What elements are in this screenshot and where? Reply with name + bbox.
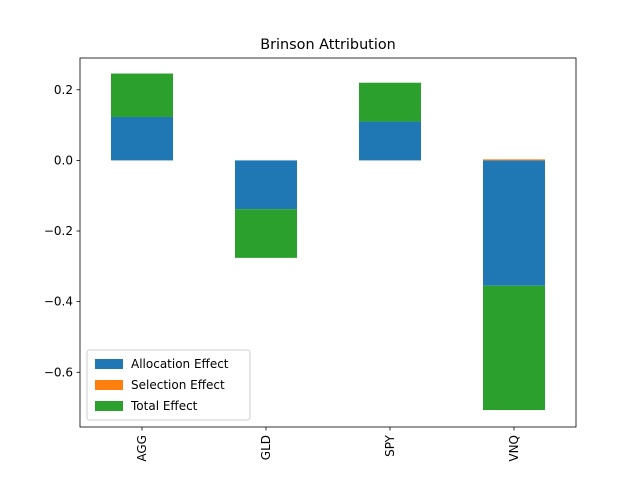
x-tick-label: VNQ	[507, 435, 521, 462]
x-tick-label: AGG	[135, 435, 149, 462]
y-tick-label: 0.0	[54, 153, 73, 167]
axes-layer: 0.2 0.0 −0.2 −0.4 −0.6 AGG GLD SPY VNQ	[44, 57, 577, 462]
bars-layer	[111, 73, 545, 411]
chart-title: Brinson Attribution	[260, 37, 396, 53]
bar-spy-series-2	[359, 82, 421, 122]
legend-label-1: Selection Effect	[131, 378, 225, 392]
legend-box	[86, 349, 251, 421]
legend-swatch-1	[95, 380, 123, 390]
y-tick-label: 0.2	[54, 83, 73, 97]
bar-gld-series-2	[235, 209, 297, 258]
bar-vnq-series-1	[483, 159, 545, 161]
plot-frame	[79, 57, 577, 428]
bar-gld-series-0	[235, 160, 297, 210]
bar-vnq-series-2	[483, 285, 545, 411]
legend-swatch-2	[95, 401, 123, 411]
legend-label-2: Total Effect	[130, 399, 198, 413]
bar-agg-series-2	[111, 73, 173, 117]
legend-label-0: Allocation Effect	[131, 357, 229, 371]
legend: Allocation Effect Selection Effect Total E…	[86, 349, 251, 421]
bar-agg-series-0	[111, 116, 173, 161]
x-tick-label: GLD	[259, 435, 273, 460]
y-tick-label: −0.6	[44, 365, 73, 379]
y-tick-label: −0.2	[44, 224, 73, 238]
x-tick-label: SPY	[383, 434, 397, 457]
bar-spy-series-0	[359, 121, 421, 161]
y-tick-label: −0.4	[44, 295, 73, 309]
bar-vnq-series-0	[483, 160, 545, 286]
legend-swatch-0	[95, 359, 123, 369]
